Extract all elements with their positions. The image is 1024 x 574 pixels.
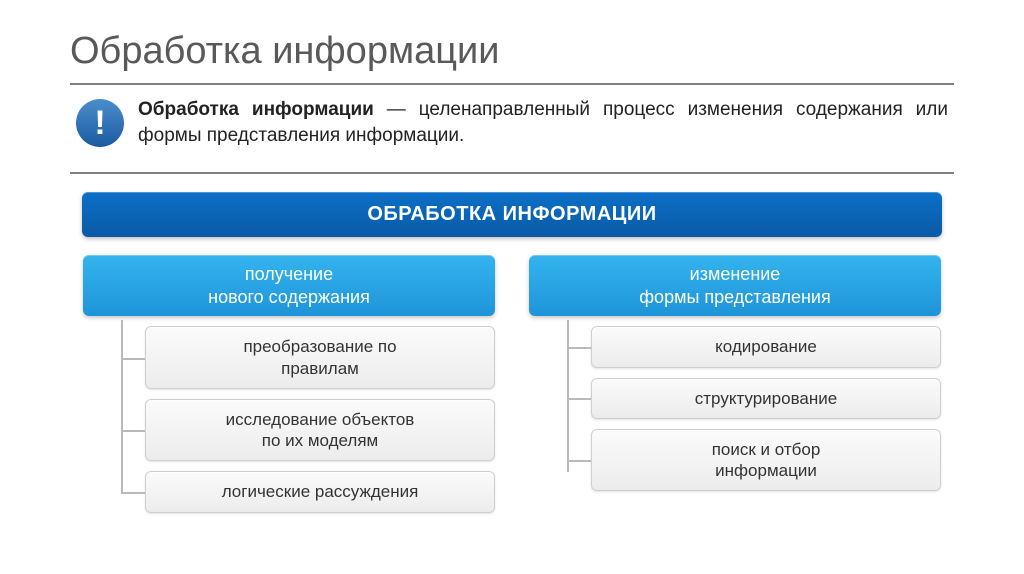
branches-row: получение нового содержания преобразован… (82, 255, 942, 512)
child-line1: преобразование по (243, 337, 396, 356)
category-box-right: изменение формы представления (529, 255, 941, 316)
child-line2: правилам (281, 359, 359, 378)
child-line1: поиск и отбор (712, 440, 821, 459)
child-left-2: исследование объектов по их моделям (145, 399, 495, 462)
category-right-line1: изменение (690, 264, 781, 284)
connector-elbow (121, 430, 145, 432)
child-box: кодирование (591, 326, 941, 367)
page-title: Обработка информации (70, 30, 954, 73)
child-box: исследование объектов по их моделям (145, 399, 495, 462)
category-left-line2: нового содержания (208, 287, 370, 307)
category-right-line2: формы представления (639, 287, 830, 307)
child-right-3: поиск и отбор информации (591, 429, 941, 492)
diagram: ОБРАБОТКА ИНФОРМАЦИИ получение нового со… (70, 192, 954, 512)
child-right-1: кодирование (591, 326, 941, 367)
child-line1: логические рассуждения (222, 482, 419, 501)
child-line2: информации (715, 461, 817, 480)
child-box: логические рассуждения (145, 471, 495, 512)
branch-right: изменение формы представления кодировани… (529, 255, 941, 512)
connector-elbow (567, 460, 591, 462)
child-box: преобразование по правилам (145, 326, 495, 389)
info-icon: ! (76, 99, 124, 147)
definition-text: Обработка информации — целенаправленный … (138, 97, 948, 148)
spine-left (121, 320, 123, 492)
root-box: ОБРАБОТКА ИНФОРМАЦИИ (82, 192, 942, 237)
child-line2: по их моделям (262, 431, 379, 450)
child-left-3: логические рассуждения (145, 471, 495, 512)
connector-elbow (121, 492, 145, 494)
title-divider (70, 83, 954, 85)
definition-divider (70, 172, 954, 174)
category-box-left: получение нового содержания (83, 255, 495, 316)
connector-elbow (567, 398, 591, 400)
child-right-2: структурирование (591, 378, 941, 419)
child-line1: исследование объектов (226, 410, 415, 429)
connector-elbow (567, 347, 591, 349)
children-right: кодирование структурирование поиск и отб… (529, 326, 941, 491)
child-box: структурирование (591, 378, 941, 419)
child-line1: кодирование (715, 337, 817, 356)
spine-right (567, 320, 569, 472)
connector-elbow (121, 358, 145, 360)
definition-block: ! Обработка информации — целенаправленны… (70, 97, 954, 158)
child-box: поиск и отбор информации (591, 429, 941, 492)
category-left-line1: получение (245, 264, 333, 284)
child-line1: структурирование (695, 389, 837, 408)
definition-term: Обработка информации (138, 99, 374, 120)
branch-left: получение нового содержания преобразован… (83, 255, 495, 512)
child-left-1: преобразование по правилам (145, 326, 495, 389)
children-left: преобразование по правилам исследование … (83, 326, 495, 512)
